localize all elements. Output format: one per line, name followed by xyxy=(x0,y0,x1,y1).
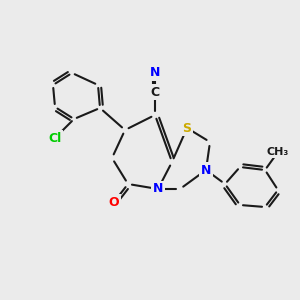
Text: N: N xyxy=(150,67,160,80)
Text: Cl: Cl xyxy=(48,131,62,145)
Text: N: N xyxy=(201,164,211,176)
Text: N: N xyxy=(153,182,163,196)
Text: S: S xyxy=(182,122,191,134)
Text: CH₃: CH₃ xyxy=(267,147,289,157)
Text: C: C xyxy=(150,85,160,98)
Text: O: O xyxy=(109,196,119,208)
